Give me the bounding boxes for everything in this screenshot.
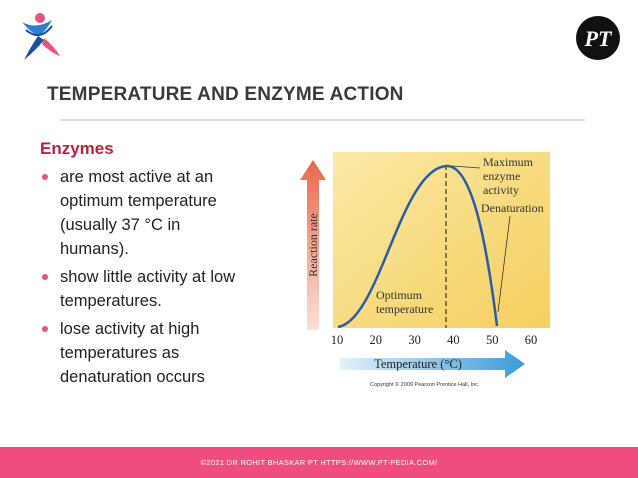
logo-figure xyxy=(22,13,60,60)
x-tick-label: 50 xyxy=(486,333,499,347)
x-tick-label: 20 xyxy=(370,333,383,347)
x-tick-label: 40 xyxy=(447,333,460,347)
x-tick-label: 60 xyxy=(525,333,538,347)
bullet-dot xyxy=(42,174,48,180)
bullet-text: are most active at an optimum temperatur… xyxy=(60,168,217,258)
copyright: Copyright © 2009 Pearson Prentice Hall, … xyxy=(370,381,480,388)
maximum-label: Maximum xyxy=(483,155,534,169)
x-axis-label: Temperature (°C) xyxy=(374,357,462,371)
logo-text: PT xyxy=(584,26,613,51)
bullet-item: show little activity at low temperatures… xyxy=(40,265,250,313)
activity-curve xyxy=(337,164,499,329)
optimum-label: Optimum xyxy=(376,288,423,302)
optimum-label: temperature xyxy=(376,302,433,316)
figure-panel xyxy=(333,152,550,328)
footer: ©2021 DR ROHIT BHASKAR PT HTTPS://WWW.PT… xyxy=(0,447,638,478)
bullet-dot xyxy=(42,326,48,332)
bullet-text: lose activity at high temperatures as de… xyxy=(60,320,205,386)
section-heading: Enzymes xyxy=(40,139,114,158)
slide-title: TEMPERATURE AND ENZYME ACTION xyxy=(47,84,404,105)
bullet-text: show little activity at low temperatures… xyxy=(60,268,236,310)
y-axis-label: Reaction rate xyxy=(306,213,320,277)
bullet-item: lose activity at high temperatures as de… xyxy=(40,317,250,389)
denaturation-pointer xyxy=(497,215,511,313)
x-tick-label: 10 xyxy=(331,333,344,347)
logo-circle xyxy=(576,16,620,60)
denaturation-label: Denaturation xyxy=(481,201,544,215)
x-tick-label: 30 xyxy=(408,333,421,347)
bullet-item: are most active at an optimum temperatur… xyxy=(40,165,250,261)
x-arrow xyxy=(340,350,525,378)
figure: Reaction rate Temperature (°C) Maximum e… xyxy=(300,152,550,388)
y-arrow xyxy=(300,160,326,330)
maximum-label: activity xyxy=(483,183,519,197)
footer-text: ©2021 DR ROHIT BHASKAR PT HTTPS://WWW.PT… xyxy=(200,458,438,467)
maximum-pointer xyxy=(451,165,481,169)
bullet-dot xyxy=(42,274,48,280)
maximum-label: enzyme xyxy=(483,169,520,183)
bullet-list: are most active at an optimum temperatur… xyxy=(40,165,250,393)
